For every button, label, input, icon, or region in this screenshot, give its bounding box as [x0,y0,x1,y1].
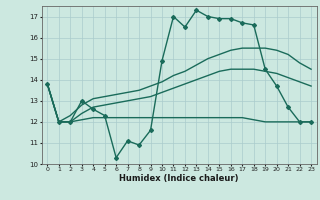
X-axis label: Humidex (Indice chaleur): Humidex (Indice chaleur) [119,174,239,183]
